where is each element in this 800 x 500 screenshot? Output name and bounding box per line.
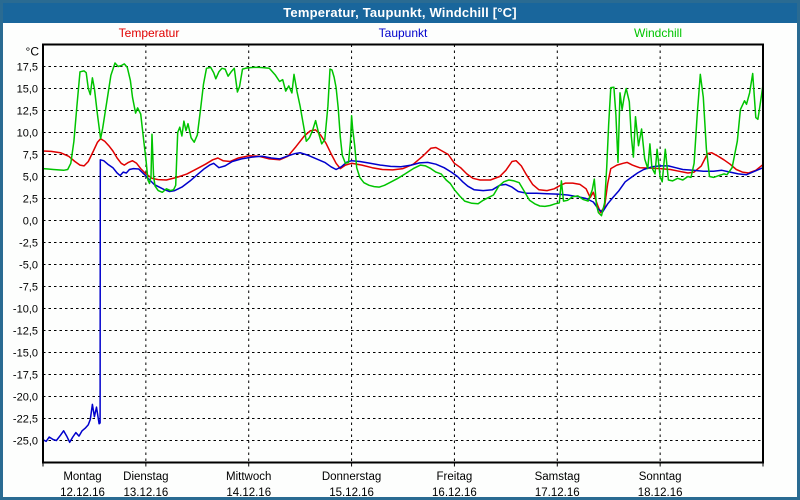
- y-tick-label: 10,0: [17, 128, 38, 140]
- y-tick-label: -22,5: [13, 414, 38, 426]
- y-tick-label: 5,0: [23, 172, 38, 184]
- legend-temperatur-label: Temperatur: [118, 26, 180, 40]
- y-tick-label: -17,5: [13, 370, 38, 382]
- y-tick-label: -25,0: [13, 436, 38, 448]
- x-day-name-label: Dienstag: [123, 471, 168, 483]
- x-day-name-label: Sonntag: [639, 471, 682, 483]
- x-day-name-label: Mittwoch: [226, 471, 271, 483]
- y-tick-label: 7,5: [23, 150, 38, 162]
- y-tick-label: 0,0: [23, 216, 38, 228]
- y-tick-label: -20,0: [13, 392, 38, 404]
- x-day-date-label: 13.12.16: [123, 487, 168, 499]
- legend-windchill-label: Windchill: [633, 26, 683, 40]
- x-day-date-label: 12.12.16: [60, 487, 105, 499]
- legend-taupunkt: Taupunkt: [379, 26, 428, 40]
- window-title: Temperatur, Taupunkt, Windchill [°C]: [283, 5, 517, 20]
- y-tick-label: -10,0: [13, 304, 38, 316]
- taupunkt-series-line: [42, 151, 764, 444]
- x-day-date-label: 14.12.16: [226, 487, 271, 499]
- x-day-name-label: Samstag: [535, 471, 580, 483]
- x-day-date-label: 18.12.16: [638, 487, 683, 499]
- y-tick-label: 17,5: [17, 62, 38, 74]
- x-day-name-label: Donnerstag: [322, 471, 381, 483]
- y-tick-label: -12,5: [13, 326, 38, 338]
- legend-windchill: Windchill: [634, 26, 682, 40]
- x-day-name-label: Montag: [63, 471, 101, 483]
- legend-temperatur: Temperatur: [119, 26, 180, 40]
- windchill-series-line: [42, 62, 764, 217]
- y-axis-unit-label: °C: [26, 45, 40, 59]
- plot-frame: [42, 43, 764, 464]
- y-tick-label: -5,0: [19, 260, 38, 272]
- window-titlebar: Temperatur, Taupunkt, Windchill [°C]: [3, 3, 797, 23]
- legend-taupunkt-label: Taupunkt: [378, 26, 428, 40]
- y-tick-label: -7,5: [19, 282, 38, 294]
- chart-canvas: 17,5 15,0 12,5 10,0 7,5 5,0 2,5 0,0 -2,5 -5,0 -7,5…: [13, 43, 764, 499]
- x-day-date-label: 17.12.16: [535, 487, 580, 499]
- y-tick-label: -2,5: [19, 238, 38, 250]
- y-tick-label: -15,0: [13, 348, 38, 360]
- y-tick-label: 12,5: [17, 106, 38, 118]
- x-day-name-label: Freitag: [437, 471, 473, 483]
- y-tick-label: 2,5: [23, 194, 38, 206]
- y-tick-label: 15,0: [17, 84, 38, 96]
- x-day-date-label: 15.12.16: [329, 487, 374, 499]
- x-day-date-label: 16.12.16: [432, 487, 477, 499]
